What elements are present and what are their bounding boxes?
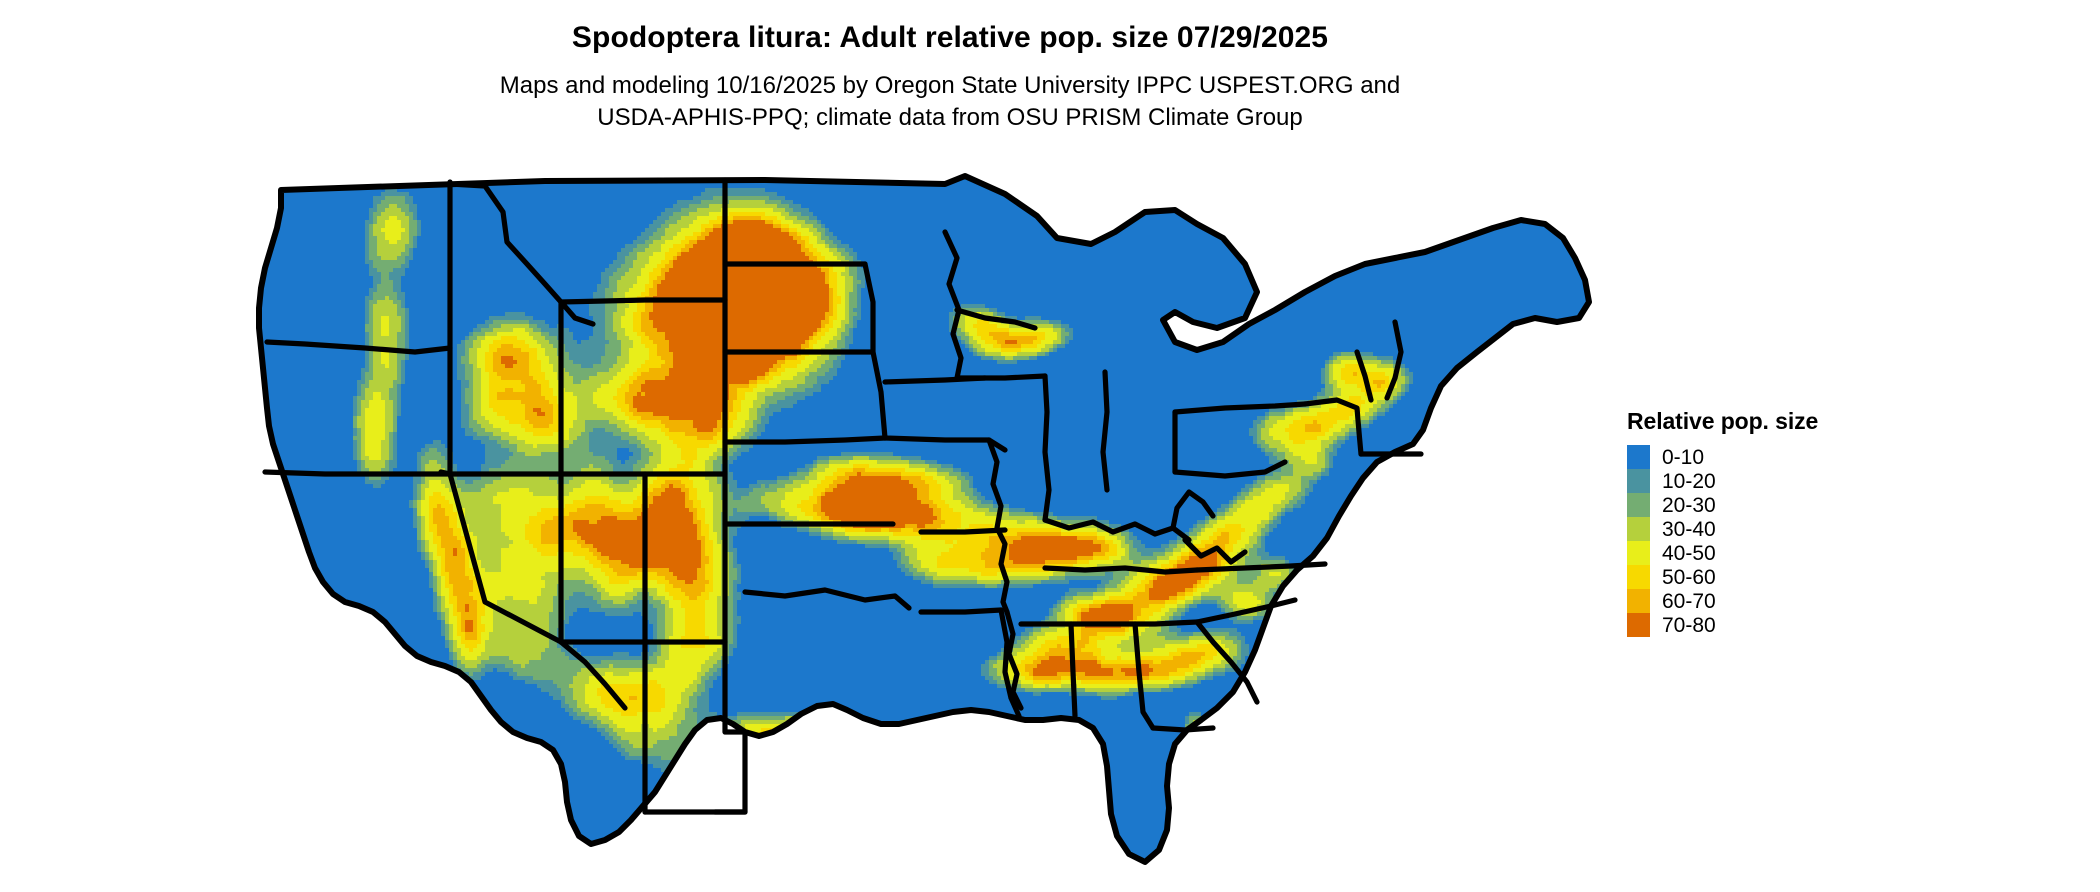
- state-border-line: [1384, 319, 1404, 401]
- state-border-line: [1194, 561, 1328, 573]
- legend-row: 30-40: [1627, 517, 1927, 541]
- legend-row: 0-10: [1627, 445, 1927, 469]
- legend: Relative pop. size 0-10 10-20 20-30 30-40 40…: [1627, 408, 1927, 637]
- state-border-line: [722, 435, 888, 445]
- state-border-line: [1004, 609, 1024, 711]
- legend-color-swatch: [1627, 541, 1650, 565]
- state-border-line: [558, 639, 628, 711]
- legend-label: 30-40: [1662, 517, 1716, 541]
- legend-label: 20-30: [1662, 493, 1716, 517]
- legend-color-swatch: [1627, 565, 1650, 589]
- raster-population-layer: [353, 188, 1413, 808]
- page-title: Spodoptera litura: Adult relative pop. s…: [571, 21, 1329, 54]
- legend-color-swatch: [1627, 493, 1650, 517]
- state-border-line: [1068, 621, 1078, 719]
- legend-label: 10-20: [1662, 469, 1716, 493]
- raster-bin-10-20: [353, 188, 1413, 808]
- subtitle-line-1: Maps and modeling 10/16/2025 by Oregon S…: [499, 72, 1401, 99]
- national-outline: [256, 173, 1592, 865]
- state-border-line: [1018, 619, 1200, 627]
- state-border-line: [438, 469, 564, 645]
- legend-row: 40-50: [1627, 541, 1927, 565]
- state-border-line: [1042, 565, 1200, 575]
- state-border-line: [264, 339, 453, 355]
- legend-color-swatch: [1627, 517, 1650, 541]
- state-border-line: [742, 587, 912, 611]
- legend-color-swatch: [1627, 589, 1650, 613]
- state-border-line: [1194, 597, 1298, 625]
- legend-row: 50-60: [1627, 565, 1927, 589]
- legend-label: 0-10: [1662, 445, 1705, 469]
- state-border-line: [1132, 621, 1156, 731]
- legend-items: 0-10 10-20 20-30 30-40 40-50 50-60 60-70 70-80: [1627, 445, 1927, 637]
- legend-label: 70-80: [1662, 613, 1716, 637]
- state-border-line: [918, 527, 1008, 535]
- state-border-line: [998, 607, 1022, 719]
- state-border-line: [1194, 619, 1260, 705]
- state-border-line: [954, 307, 1038, 331]
- legend-title: Relative pop. size: [1627, 408, 1819, 434]
- legend-label: 40-50: [1662, 541, 1716, 565]
- legend-label: 50-60: [1662, 565, 1716, 589]
- state-border-line: [954, 373, 1048, 381]
- state-border-line: [558, 297, 728, 305]
- state-border-line: [1042, 373, 1052, 523]
- state-border-line: [1182, 537, 1248, 565]
- state-border-line: [986, 437, 1010, 615]
- legend-row: 20-30: [1627, 493, 1927, 517]
- legend-color-swatch: [1627, 613, 1650, 637]
- legend-row: 60-70: [1627, 589, 1927, 613]
- legend-label: 60-70: [1662, 589, 1716, 613]
- state-border-line: [1042, 517, 1192, 543]
- state-border-line: [262, 469, 453, 477]
- us-choropleth-map: [245, 172, 1605, 872]
- state-border-line: [1302, 397, 1364, 457]
- legend-color-swatch: [1627, 445, 1650, 469]
- raster-bin-30-40: [357, 200, 1405, 800]
- state-border-line: [918, 607, 1004, 615]
- raster-bin-20-30: [353, 196, 1409, 804]
- state-border-line: [1172, 401, 1308, 415]
- legend-row: 70-80: [1627, 613, 1927, 637]
- state-border-line: [1100, 369, 1110, 493]
- title-block: Spodoptera litura: Adult relative pop. s…: [0, 0, 1900, 134]
- subtitle-line-2: USDA-APHIS-PPQ; climate data from OSU PR…: [597, 103, 1303, 131]
- map-svg: [256, 173, 1592, 865]
- state-border-line: [882, 435, 1008, 453]
- state-border-line: [1150, 725, 1216, 733]
- state-border-line: [447, 181, 596, 327]
- state-boundaries: [262, 177, 1424, 815]
- state-border-line: [1170, 489, 1216, 531]
- legend-color-swatch: [1627, 469, 1650, 493]
- legend-row: 10-20: [1627, 469, 1927, 493]
- state-border-line: [1172, 459, 1288, 479]
- state-border-line: [862, 261, 888, 441]
- state-border-line: [1354, 349, 1374, 403]
- raster-bin-40-50: [365, 208, 1397, 784]
- subtitle: Maps and modeling 10/16/2025 by Oregon S…: [0, 70, 1900, 134]
